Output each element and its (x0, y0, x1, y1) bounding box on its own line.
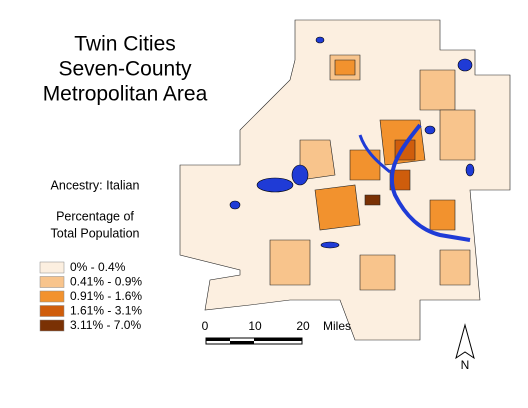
north-arrow-shape (455, 323, 475, 360)
lakes (229, 36, 475, 249)
title-line: Metropolitan Area (43, 83, 208, 106)
region (429, 199, 456, 231)
legend: 0% - 0.4%0.41% - 0.9%0.91% - 1.6%1.61% -… (39, 260, 142, 332)
scale-label: 0 (202, 319, 209, 333)
north-label: N (461, 358, 470, 372)
legend-swatch (39, 319, 65, 332)
region (439, 249, 471, 286)
scale-bar-segment (254, 338, 302, 341)
region (364, 194, 381, 206)
region (334, 59, 356, 76)
scale-label: 10 (248, 319, 262, 333)
legend-swatch (39, 276, 65, 288)
legend-label: 1.61% - 3.1% (70, 304, 142, 318)
legend-title: Percentage of (56, 209, 134, 223)
lake (229, 200, 241, 210)
scale-bar-segment (230, 341, 254, 344)
region (439, 109, 476, 161)
lake (320, 241, 340, 249)
scale-label: 20 (296, 319, 310, 333)
lake (256, 177, 294, 193)
title-line: Twin Cities (74, 33, 176, 56)
region (314, 184, 361, 231)
region (419, 69, 456, 111)
north-arrow: N (455, 323, 475, 372)
legend-label: 3.11% - 7.0% (70, 318, 141, 332)
scale-unit: Miles (323, 319, 351, 333)
legend-title: Total Population (51, 226, 140, 240)
region (269, 239, 311, 286)
legend-swatch (39, 290, 65, 303)
lake (315, 36, 325, 44)
lake (457, 58, 473, 72)
scale-bar: 0 10 20 Miles (202, 319, 351, 345)
region (359, 254, 396, 291)
map (179, 19, 511, 341)
lake (291, 164, 309, 186)
subtitle: Ancestry: Italian (51, 178, 140, 192)
legend-label: 0.91% - 1.6% (70, 289, 142, 303)
title-line: Seven-County (58, 58, 192, 81)
lake (465, 163, 475, 177)
river (389, 123, 471, 242)
lake (424, 125, 436, 135)
river (358, 134, 391, 174)
legend-swatch (39, 261, 65, 274)
legend-swatch (39, 305, 65, 317)
region (389, 169, 411, 191)
legend-label: 0.41% - 0.9% (70, 275, 142, 289)
scale-bar-segment (206, 338, 230, 341)
region (349, 149, 381, 181)
legend-label: 0% - 0.4% (70, 260, 126, 274)
